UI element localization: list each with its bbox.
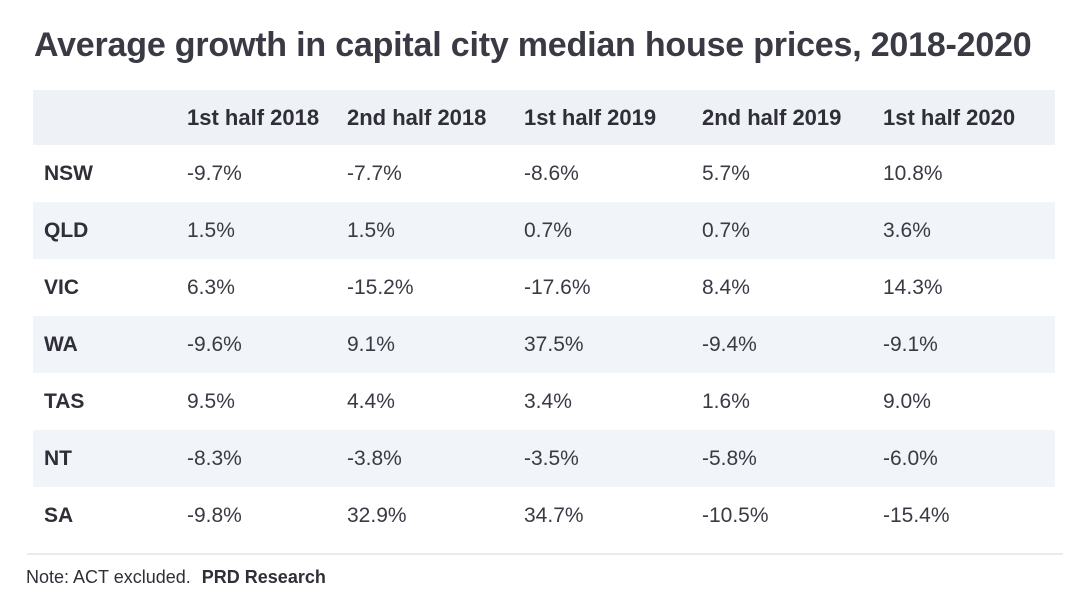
column-header: 2nd half 2018 bbox=[347, 104, 487, 130]
table-cell: -15.4% bbox=[883, 503, 950, 527]
table-header-row: 1st half 2018 2nd half 2018 1st half 201… bbox=[33, 90, 1055, 145]
column-header: 1st half 2019 bbox=[524, 104, 657, 130]
table-cell: 1.5% bbox=[347, 218, 395, 242]
table-cell: 32.9% bbox=[347, 503, 407, 527]
data-table: 1st half 2018 2nd half 2018 1st half 201… bbox=[33, 90, 1055, 544]
table-cell: -17.6% bbox=[524, 275, 591, 299]
source-credit: PRD Research bbox=[201, 567, 326, 587]
table-cell: -8.6% bbox=[524, 161, 579, 185]
table-cell: -9.7% bbox=[187, 161, 242, 185]
table-cell: 3.6% bbox=[883, 218, 931, 242]
column-header: 2nd half 2019 bbox=[702, 104, 842, 130]
table-row-vic: VIC 6.3% -15.2% -17.6% 8.4% 14.3% bbox=[33, 259, 1055, 316]
table-cell: 9.1% bbox=[347, 332, 395, 356]
table-row-nsw: NSW -9.7% -7.7% -8.6% 5.7% 10.8% bbox=[33, 145, 1055, 202]
row-label: NSW bbox=[44, 161, 93, 185]
table-cell: -9.6% bbox=[187, 332, 242, 356]
chart-title: Average growth in capital city median ho… bbox=[34, 26, 1032, 64]
table-cell: -15.2% bbox=[347, 275, 414, 299]
data-table-container: 1st half 2018 2nd half 2018 1st half 201… bbox=[33, 90, 1055, 544]
table-cell: 0.7% bbox=[702, 218, 750, 242]
table-cell: 0.7% bbox=[524, 218, 572, 242]
table-cell: 1.6% bbox=[702, 389, 750, 413]
table-cell: -3.5% bbox=[524, 446, 579, 470]
table-cell: -3.8% bbox=[347, 446, 402, 470]
row-label: SA bbox=[44, 503, 74, 527]
table-cell: 4.4% bbox=[347, 389, 395, 413]
table-cell: 5.7% bbox=[702, 161, 750, 185]
table-row-qld: QLD 1.5% 1.5% 0.7% 0.7% 3.6% bbox=[33, 202, 1055, 259]
row-label: NT bbox=[44, 446, 72, 470]
footnote: Note: ACT excluded. bbox=[26, 567, 191, 587]
table-cell: 10.8% bbox=[883, 161, 943, 185]
table-row-wa: WA -9.6% 9.1% 37.5% -9.4% -9.1% bbox=[33, 316, 1055, 373]
table-cell: -10.5% bbox=[702, 503, 769, 527]
table-cell: -6.0% bbox=[883, 446, 938, 470]
row-label: TAS bbox=[44, 389, 85, 413]
table-cell: 34.7% bbox=[524, 503, 584, 527]
table-cell: 37.5% bbox=[524, 332, 584, 356]
table-cell: 6.3% bbox=[187, 275, 235, 299]
table-cell: 9.5% bbox=[187, 389, 235, 413]
table-bottom-divider bbox=[27, 553, 1063, 555]
column-header: 1st half 2018 bbox=[187, 104, 320, 130]
header-state-cell bbox=[33, 90, 187, 145]
table-cell: -9.1% bbox=[883, 332, 938, 356]
column-header: 1st half 2020 bbox=[883, 104, 1016, 130]
table-cell: 1.5% bbox=[187, 218, 235, 242]
row-label: WA bbox=[44, 332, 78, 356]
table-cell: -8.3% bbox=[187, 446, 242, 470]
table-cell: 9.0% bbox=[883, 389, 931, 413]
table-cell: 14.3% bbox=[883, 275, 943, 299]
row-label: QLD bbox=[44, 218, 89, 242]
table-cell: -5.8% bbox=[702, 446, 757, 470]
table-row-tas: TAS 9.5% 4.4% 3.4% 1.6% 9.0% bbox=[33, 373, 1055, 430]
table-row-nt: NT -8.3% -3.8% -3.5% -5.8% -6.0% bbox=[33, 430, 1055, 487]
table-cell: -9.4% bbox=[702, 332, 757, 356]
table-cell: -7.7% bbox=[347, 161, 402, 185]
row-label: VIC bbox=[44, 275, 80, 299]
footer: Note: ACT excluded. PRD Research bbox=[26, 567, 326, 588]
table-cell: 8.4% bbox=[702, 275, 750, 299]
table-cell: 3.4% bbox=[524, 389, 572, 413]
table-row-sa: SA -9.8% 32.9% 34.7% -10.5% -15.4% bbox=[33, 487, 1055, 544]
table-cell: -9.8% bbox=[187, 503, 242, 527]
